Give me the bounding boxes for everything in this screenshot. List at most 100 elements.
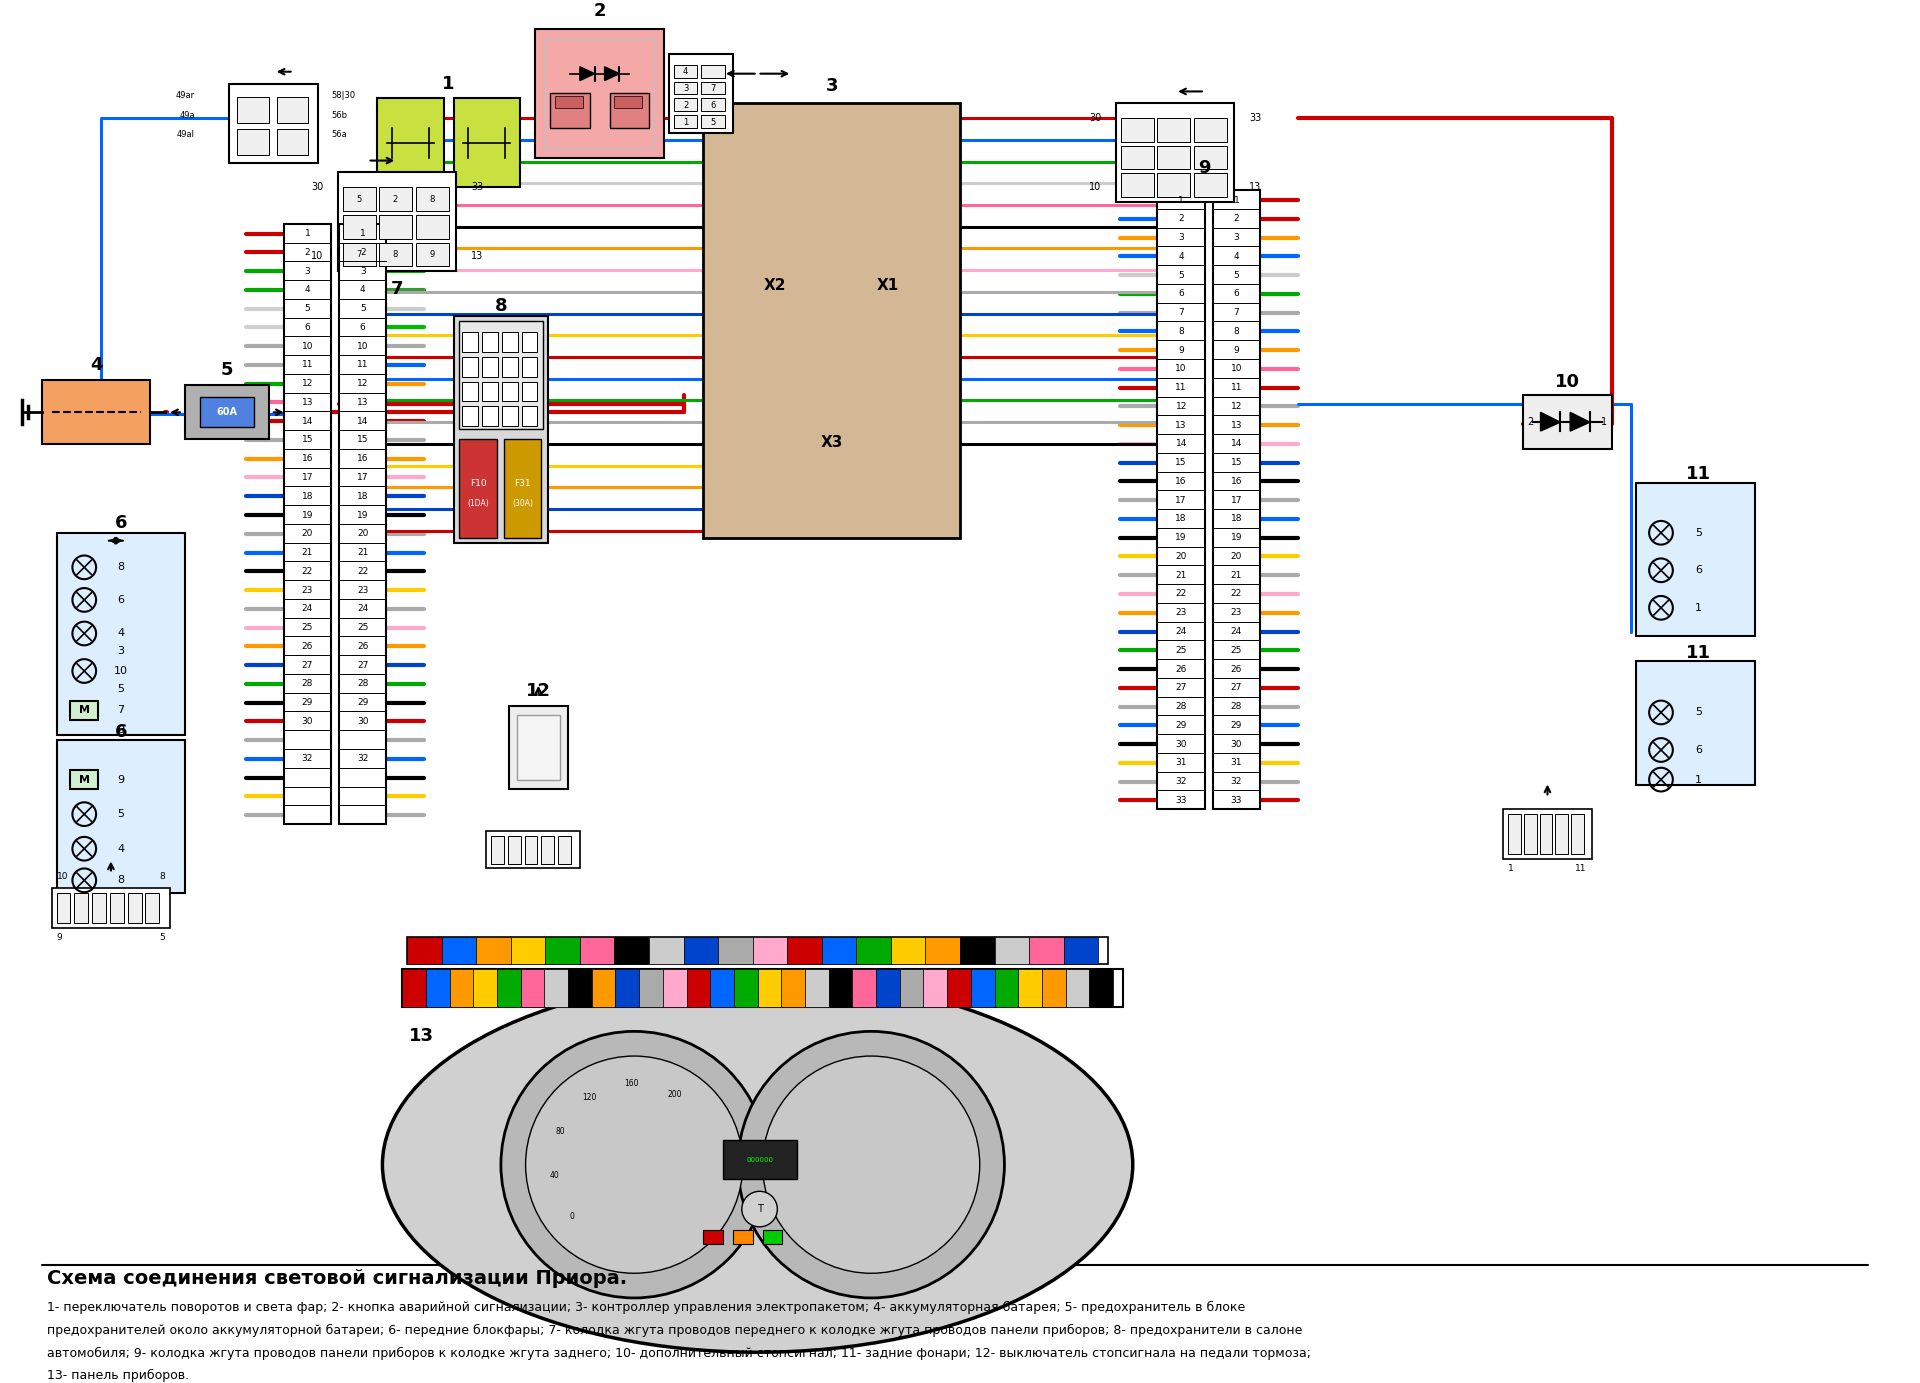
Bar bbox=[520, 969, 545, 1007]
Bar bbox=[668, 54, 733, 133]
Bar bbox=[733, 1229, 753, 1243]
Bar bbox=[1194, 173, 1227, 198]
Text: 32: 32 bbox=[357, 754, 369, 763]
Bar bbox=[701, 98, 726, 111]
Text: 21: 21 bbox=[1231, 571, 1242, 579]
Bar bbox=[614, 936, 649, 964]
Text: 1: 1 bbox=[305, 230, 311, 238]
Bar bbox=[829, 969, 852, 1007]
Bar bbox=[1540, 815, 1553, 853]
Text: 1: 1 bbox=[1695, 603, 1701, 613]
Text: M: M bbox=[79, 774, 90, 784]
Text: 14: 14 bbox=[357, 416, 369, 426]
Text: 3: 3 bbox=[117, 646, 125, 657]
Bar bbox=[238, 129, 269, 155]
Text: 49a: 49a bbox=[179, 111, 194, 120]
Text: 1: 1 bbox=[1179, 195, 1185, 205]
Text: 8: 8 bbox=[392, 250, 397, 259]
Text: 1: 1 bbox=[359, 230, 365, 238]
Bar bbox=[718, 936, 753, 964]
Bar bbox=[551, 94, 589, 129]
Text: 14: 14 bbox=[301, 416, 313, 426]
Text: 11: 11 bbox=[1686, 465, 1711, 483]
Text: 7: 7 bbox=[1179, 308, 1185, 317]
Text: 5: 5 bbox=[710, 118, 716, 127]
Text: 2: 2 bbox=[1179, 214, 1185, 223]
Bar bbox=[1194, 118, 1227, 142]
Text: 10: 10 bbox=[1089, 183, 1102, 192]
Bar bbox=[56, 893, 71, 922]
Text: 10: 10 bbox=[113, 667, 129, 676]
Bar bbox=[674, 115, 697, 129]
Bar bbox=[1636, 661, 1755, 784]
Text: 7: 7 bbox=[1233, 308, 1238, 317]
Bar bbox=[486, 831, 580, 869]
Text: 10: 10 bbox=[1175, 364, 1187, 373]
Bar bbox=[1018, 969, 1043, 1007]
Text: 23: 23 bbox=[1231, 609, 1242, 617]
Text: 9: 9 bbox=[1198, 159, 1212, 177]
Bar bbox=[463, 382, 478, 401]
Bar bbox=[516, 715, 561, 780]
Bar bbox=[1043, 969, 1066, 1007]
Text: 5: 5 bbox=[117, 809, 125, 819]
Text: 10: 10 bbox=[357, 342, 369, 351]
Text: 32: 32 bbox=[301, 754, 313, 763]
Bar bbox=[703, 1229, 724, 1243]
Bar bbox=[733, 969, 758, 1007]
Bar bbox=[541, 835, 555, 863]
Text: предохранителей около аккумуляторной батареи; 6- передние блокфары; 7- колодка ж: предохранителей около аккумуляторной бат… bbox=[46, 1324, 1302, 1337]
Text: 19: 19 bbox=[357, 510, 369, 520]
Bar bbox=[1213, 191, 1260, 809]
Bar bbox=[1194, 145, 1227, 170]
Bar bbox=[522, 407, 538, 426]
Bar bbox=[276, 97, 309, 123]
Bar bbox=[340, 224, 386, 824]
Bar bbox=[463, 407, 478, 426]
Text: 26: 26 bbox=[301, 642, 313, 651]
Polygon shape bbox=[580, 66, 595, 80]
Bar bbox=[781, 969, 804, 1007]
Bar bbox=[228, 83, 319, 163]
Text: 27: 27 bbox=[301, 661, 313, 669]
Text: 2: 2 bbox=[359, 248, 365, 257]
Bar bbox=[609, 94, 649, 129]
Bar bbox=[184, 384, 269, 438]
Text: 15: 15 bbox=[301, 436, 313, 444]
Text: 8: 8 bbox=[117, 563, 125, 573]
Bar bbox=[344, 242, 376, 266]
Text: 5: 5 bbox=[1179, 271, 1185, 279]
Bar bbox=[1064, 936, 1098, 964]
Bar bbox=[724, 1140, 797, 1180]
Bar bbox=[426, 969, 449, 1007]
Text: 21: 21 bbox=[301, 548, 313, 557]
Bar bbox=[380, 242, 413, 266]
Text: 9: 9 bbox=[1179, 346, 1185, 354]
Bar bbox=[401, 969, 1123, 1007]
Bar bbox=[380, 187, 413, 212]
Text: 2: 2 bbox=[1235, 214, 1238, 223]
Text: 8: 8 bbox=[428, 195, 434, 203]
Text: 13: 13 bbox=[409, 1028, 434, 1046]
Text: T: T bbox=[756, 1205, 762, 1214]
Bar bbox=[753, 936, 787, 964]
Bar bbox=[876, 969, 900, 1007]
Text: 000000: 000000 bbox=[747, 1156, 774, 1163]
Bar bbox=[787, 936, 822, 964]
Polygon shape bbox=[605, 66, 620, 80]
Text: 30: 30 bbox=[1175, 740, 1187, 748]
Text: 6: 6 bbox=[1233, 289, 1238, 299]
Circle shape bbox=[526, 1057, 743, 1274]
Text: 16: 16 bbox=[1175, 477, 1187, 485]
Bar bbox=[442, 936, 476, 964]
Text: 33: 33 bbox=[1175, 795, 1187, 805]
Text: 20: 20 bbox=[357, 530, 369, 538]
Circle shape bbox=[762, 1057, 979, 1274]
Bar bbox=[1029, 936, 1064, 964]
Bar bbox=[463, 332, 478, 353]
Text: автомобиля; 9- колодка жгута проводов панели приборов к колодке жгута заднего; 1: автомобиля; 9- колодка жгута проводов па… bbox=[46, 1347, 1311, 1359]
Text: 3: 3 bbox=[1179, 234, 1185, 242]
Text: 11: 11 bbox=[1175, 383, 1187, 393]
Text: 6: 6 bbox=[1695, 745, 1701, 755]
Text: 31: 31 bbox=[1231, 758, 1242, 768]
